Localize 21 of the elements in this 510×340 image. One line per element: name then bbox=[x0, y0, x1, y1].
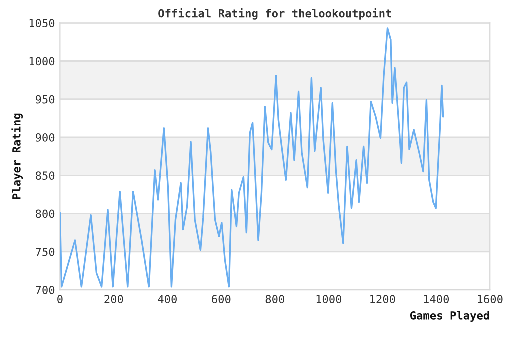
x-tick-label: 1400 bbox=[424, 295, 450, 304]
x-tick-label: 0 bbox=[58, 295, 63, 304]
y-axis-title: Player Rating bbox=[12, 114, 23, 200]
x-tick-label: 200 bbox=[104, 295, 124, 304]
x-tick-label: 800 bbox=[266, 295, 284, 304]
x-tick-label: 1000 bbox=[316, 295, 342, 304]
y-tick-label: 700 bbox=[36, 286, 55, 294]
x-tick-label: 400 bbox=[158, 295, 177, 304]
line-series bbox=[60, 28, 444, 288]
y-tick-label: 900 bbox=[36, 134, 55, 142]
y-tick-label: 750 bbox=[36, 248, 55, 256]
y-tick-label: 1050 bbox=[30, 19, 55, 28]
y-tick-label: 1000 bbox=[30, 57, 55, 66]
chart-title: Official Rating for thelookoutpoint bbox=[158, 8, 392, 20]
x-tick-label: 1600 bbox=[478, 295, 503, 304]
y-tick-label: 850 bbox=[36, 172, 55, 180]
y-tick-label: 950 bbox=[36, 95, 55, 104]
x-axis-title: Games Played bbox=[410, 311, 490, 322]
x-tick-label: 600 bbox=[212, 295, 231, 304]
x-tick-label: 1200 bbox=[370, 295, 396, 304]
y-tick-label: 800 bbox=[36, 210, 55, 218]
